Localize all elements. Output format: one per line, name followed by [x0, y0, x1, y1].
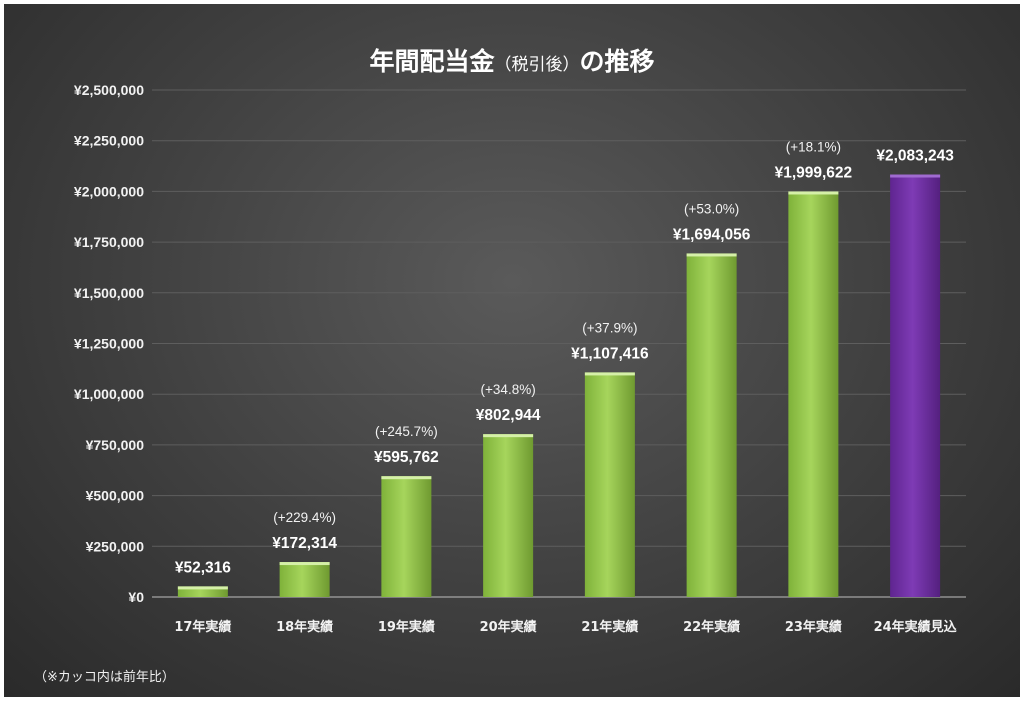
growth-label: (+34.8%): [481, 382, 536, 397]
y-tick-label: ¥500,000: [86, 488, 145, 504]
y-tick-label: ¥250,000: [86, 538, 145, 554]
y-tick-label: ¥1,500,000: [74, 285, 144, 301]
bar-top-highlight: [483, 434, 534, 438]
x-tick-label: 23年実績: [785, 619, 842, 635]
bar-top-highlight: [279, 562, 330, 566]
growth-label: (+245.7%): [375, 424, 438, 439]
bar-top-highlight: [177, 586, 228, 590]
x-tick-label: 21年実績: [581, 619, 638, 635]
chart-title-paren: （税引後）: [494, 55, 580, 75]
bar-top-highlight: [686, 253, 737, 257]
value-label: ¥2,083,243: [876, 148, 954, 165]
footnote: （※カッコ内は前年比）: [34, 670, 175, 685]
x-tick-label: 17年実績: [174, 619, 231, 635]
x-tick-label: 19年実績: [378, 619, 435, 635]
y-tick-label: ¥0: [128, 589, 144, 605]
x-tick-label: 22年実績: [683, 619, 740, 635]
bar: [584, 372, 635, 597]
bar-top-highlight: [788, 191, 839, 195]
bar: [788, 191, 839, 597]
y-axis-ticks: ¥0 ¥250,000 ¥500,000 ¥750,000 ¥1,000,000 ¥1,2…: [74, 82, 144, 605]
value-label: ¥1,999,622: [775, 164, 853, 181]
value-label: ¥595,762: [374, 449, 439, 466]
y-tick-label: ¥1,000,000: [74, 386, 144, 402]
bar-chart: ¥0 ¥250,000 ¥500,000 ¥750,000 ¥1,000,000 ¥1,2…: [74, 82, 966, 635]
bar-top-highlight: [584, 372, 635, 376]
value-label: ¥1,694,056: [673, 226, 751, 243]
y-tick-label: ¥2,000,000: [74, 183, 144, 199]
data-labels: ¥52,316 ¥172,314 (+229.4%) ¥595,762 (+245.7%…: [175, 139, 954, 576]
y-tick-label: ¥2,500,000: [74, 82, 144, 98]
growth-label: (+53.0%): [684, 201, 739, 216]
chart-title: 年間配当金（税引後）の推移: [4, 42, 1020, 78]
growth-label: (+229.4%): [273, 510, 336, 525]
bar-top-highlight: [381, 476, 432, 480]
x-tick-label: 18年実績: [276, 619, 333, 635]
x-tick-label: 24年実績見込: [874, 619, 958, 635]
y-tick-label: ¥750,000: [86, 437, 145, 453]
value-label: ¥802,944: [476, 407, 541, 424]
y-tick-label: ¥1,250,000: [74, 336, 144, 352]
chart-title-tail: の推移: [579, 47, 655, 76]
chart-panel: 年間配当金（税引後）の推移 ¥0 ¥250,000 ¥500,000 ¥750,000…: [4, 4, 1020, 697]
chart-title-main: 年間配当金: [369, 47, 495, 76]
bar: [890, 174, 941, 598]
x-axis-ticks: 17年実績 18年実績 19年実績 20年実績 21年実績 22年実績 23年実績 24年実績…: [174, 619, 957, 635]
bar-top-highlight: [890, 174, 941, 178]
bar: [381, 476, 432, 597]
x-tick-label: 20年実績: [480, 619, 537, 635]
value-label: ¥1,107,416: [571, 345, 649, 362]
value-label: ¥172,314: [272, 535, 337, 552]
bar: [279, 562, 330, 597]
growth-label: (+18.1%): [786, 139, 841, 154]
value-label: ¥52,316: [175, 559, 231, 576]
bar: [686, 253, 737, 598]
y-tick-label: ¥2,250,000: [74, 133, 144, 149]
bars: [177, 174, 941, 598]
growth-label: (+37.9%): [582, 320, 637, 335]
bar: [177, 586, 228, 597]
bar: [483, 434, 534, 597]
y-tick-label: ¥1,750,000: [74, 234, 144, 250]
